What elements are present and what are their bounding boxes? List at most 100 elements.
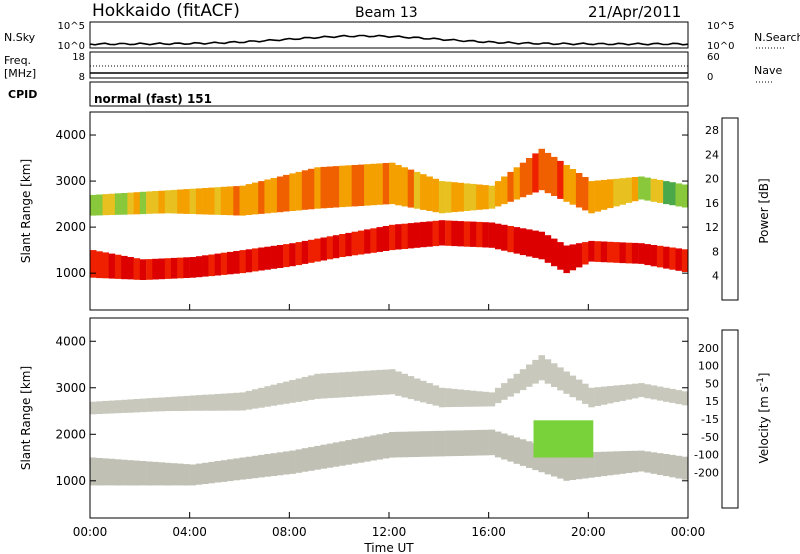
velocity-cell [326,443,334,468]
power-cell [283,244,290,268]
velocity-cell [345,371,352,397]
power-panel: 1000 2000 3000 4000 Slant Range [km] 4 8 12 16… [19,111,771,311]
velocity-cell [675,455,682,479]
power-cell [569,244,577,271]
power-cell [370,163,377,206]
power-cell [426,176,433,211]
power-cell [364,229,371,254]
power-cell [389,162,396,205]
power-cell [245,249,253,273]
velocity-cell [451,388,458,407]
velocity-cell [133,399,141,413]
power-cell [563,165,570,202]
velocity-cell [607,386,614,404]
velocity-cell [164,462,172,486]
velocity-cell [146,398,153,412]
velocity-cell [332,442,340,467]
power-cell [507,171,514,202]
power-cell [513,227,521,254]
velocity-cell [470,390,477,407]
velocity-cell [544,359,552,384]
power-cell [339,234,346,257]
velocity-cell [625,384,633,400]
velocity-cell [426,383,433,404]
power-cell [357,164,365,206]
power-cell [532,153,539,193]
velocity-cell [108,458,116,486]
power-cell [557,160,564,199]
power-cell [339,165,346,208]
velocity-cell [114,400,122,414]
power-cell [619,242,626,264]
power-cell [289,243,296,267]
power-cell [177,189,184,214]
power-cell [152,191,159,214]
power-cell [114,193,122,215]
velocity-cell [96,401,103,414]
power-cell [233,251,240,274]
velocity-cell [438,430,446,457]
velocity-cell [264,386,271,407]
velocity-cell [607,451,614,476]
velocity-cell [420,380,427,403]
velocity-cell [638,450,645,472]
power-cell [214,187,222,215]
velocity-panel: 1000 2000 3000 4000 Slant Range [km] 200 100… [19,317,771,519]
velocity-cell [208,394,215,411]
power-cell [127,192,134,215]
velocity-cell [227,459,234,482]
power-cell [351,165,359,207]
power-cell [382,226,390,251]
velocity-cell [519,369,527,391]
x-tick-label: 00:00 [671,525,706,539]
velocity-heatmap-cells [90,355,689,486]
velocity-cell [588,387,595,408]
velocity-cell [370,370,377,396]
velocity-cell [538,445,545,473]
power-cell [183,189,190,214]
power-cell [376,227,383,252]
velocity-cell [171,396,178,411]
power-cell [208,187,215,215]
power-cell [301,170,309,210]
noise-right-tick-bottom: 10^0 [707,41,734,52]
time-x-axis: 00:00 04:00 08:00 12:00 16:00 20:00 00:00 [73,304,706,539]
velocity-cell [669,454,676,478]
velocity-y-tick-label: 3000 [55,381,86,395]
velocity-cell [656,453,664,475]
velocity-colorbar: 200 100 50 15 -15 -50 -100 -200 [694,329,739,509]
velocity-cell [532,359,539,384]
velocity-cell [600,386,608,405]
power-cell [551,156,558,196]
power-cell [513,167,521,200]
power-cell [270,245,278,269]
velocity-cell [613,385,620,403]
power-cell [544,235,552,263]
velocity-cell [488,392,496,407]
power-cell [463,221,471,247]
velocity-cell [638,383,645,398]
power-cell [426,221,433,247]
velocity-cell [382,433,390,459]
velocity-cell [357,371,365,397]
velocity-cell [295,378,303,402]
power-cell [650,178,658,202]
power-cell [613,242,620,263]
velocity-cell [127,460,134,486]
power-cell [413,171,421,209]
velocity-cell [533,420,594,458]
power-cell [395,165,402,206]
velocity-cell [320,444,327,469]
velocity-cell [233,458,240,481]
velocity-colorbar-frame [721,329,739,509]
power-cell [544,152,552,194]
velocity-cell [289,450,296,474]
power-cell [451,220,458,247]
power-cell [457,182,464,212]
power-cell [420,174,427,210]
velocity-cell [283,451,290,475]
velocity-cell [557,367,564,391]
power-cell [139,259,147,280]
velocity-cell [432,385,440,406]
velocity-cell [507,378,514,397]
